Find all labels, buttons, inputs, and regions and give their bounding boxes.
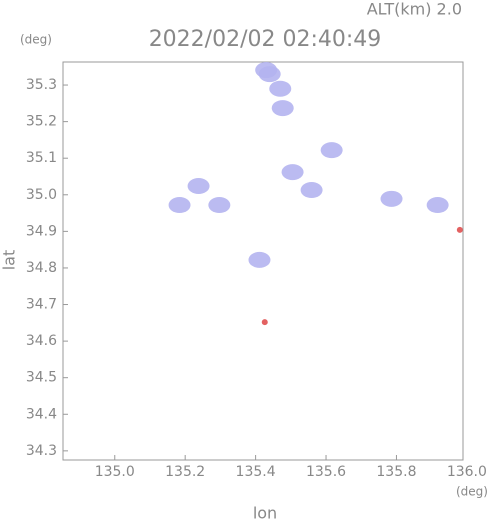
echo	[261, 319, 268, 326]
y-tick-label: 34.8	[26, 260, 57, 276]
plot-frame	[62, 61, 464, 461]
echo	[248, 251, 271, 268]
y-tick-label: 34.7	[26, 297, 57, 313]
echo	[269, 80, 292, 97]
x-tick-label: 135.6	[306, 464, 346, 480]
x-tick-label: 135.8	[376, 464, 416, 480]
echo	[208, 197, 231, 214]
y-tick-label: 34.9	[26, 223, 57, 239]
echo	[426, 197, 449, 214]
y-tick-label: 34.4	[26, 406, 57, 422]
y-tick-label: 34.5	[26, 370, 57, 386]
echo	[255, 62, 278, 79]
x-tick-label: 135.0	[95, 464, 135, 480]
y-tick-label: 34.6	[26, 333, 57, 349]
x-tick-label: 135.4	[236, 464, 276, 480]
echo	[320, 142, 343, 159]
echo	[187, 178, 210, 195]
y-unit: (deg)	[20, 33, 52, 47]
y-tick-label: 35.1	[26, 150, 57, 166]
y-tick-label: 34.3	[26, 443, 57, 459]
y-axis-label: lat	[0, 250, 19, 271]
echo	[456, 226, 463, 233]
y-tick-label: 35.3	[26, 77, 57, 93]
x-unit: (deg)	[456, 485, 488, 499]
y-tick-label: 35.2	[26, 114, 57, 130]
x-axis-label: lon	[253, 504, 277, 522]
echo	[380, 190, 403, 207]
echo	[281, 164, 304, 181]
echo	[300, 182, 323, 199]
chart-title: 2022/02/02 02:40:49	[149, 27, 382, 52]
echo	[168, 197, 191, 214]
y-tick-label: 35.0	[26, 187, 57, 203]
x-tick-label: 135.2	[165, 464, 205, 480]
echo	[271, 100, 294, 117]
subtitle: ALT(km) 2.0	[367, 0, 462, 19]
x-tick-label: 136.0	[447, 464, 487, 480]
